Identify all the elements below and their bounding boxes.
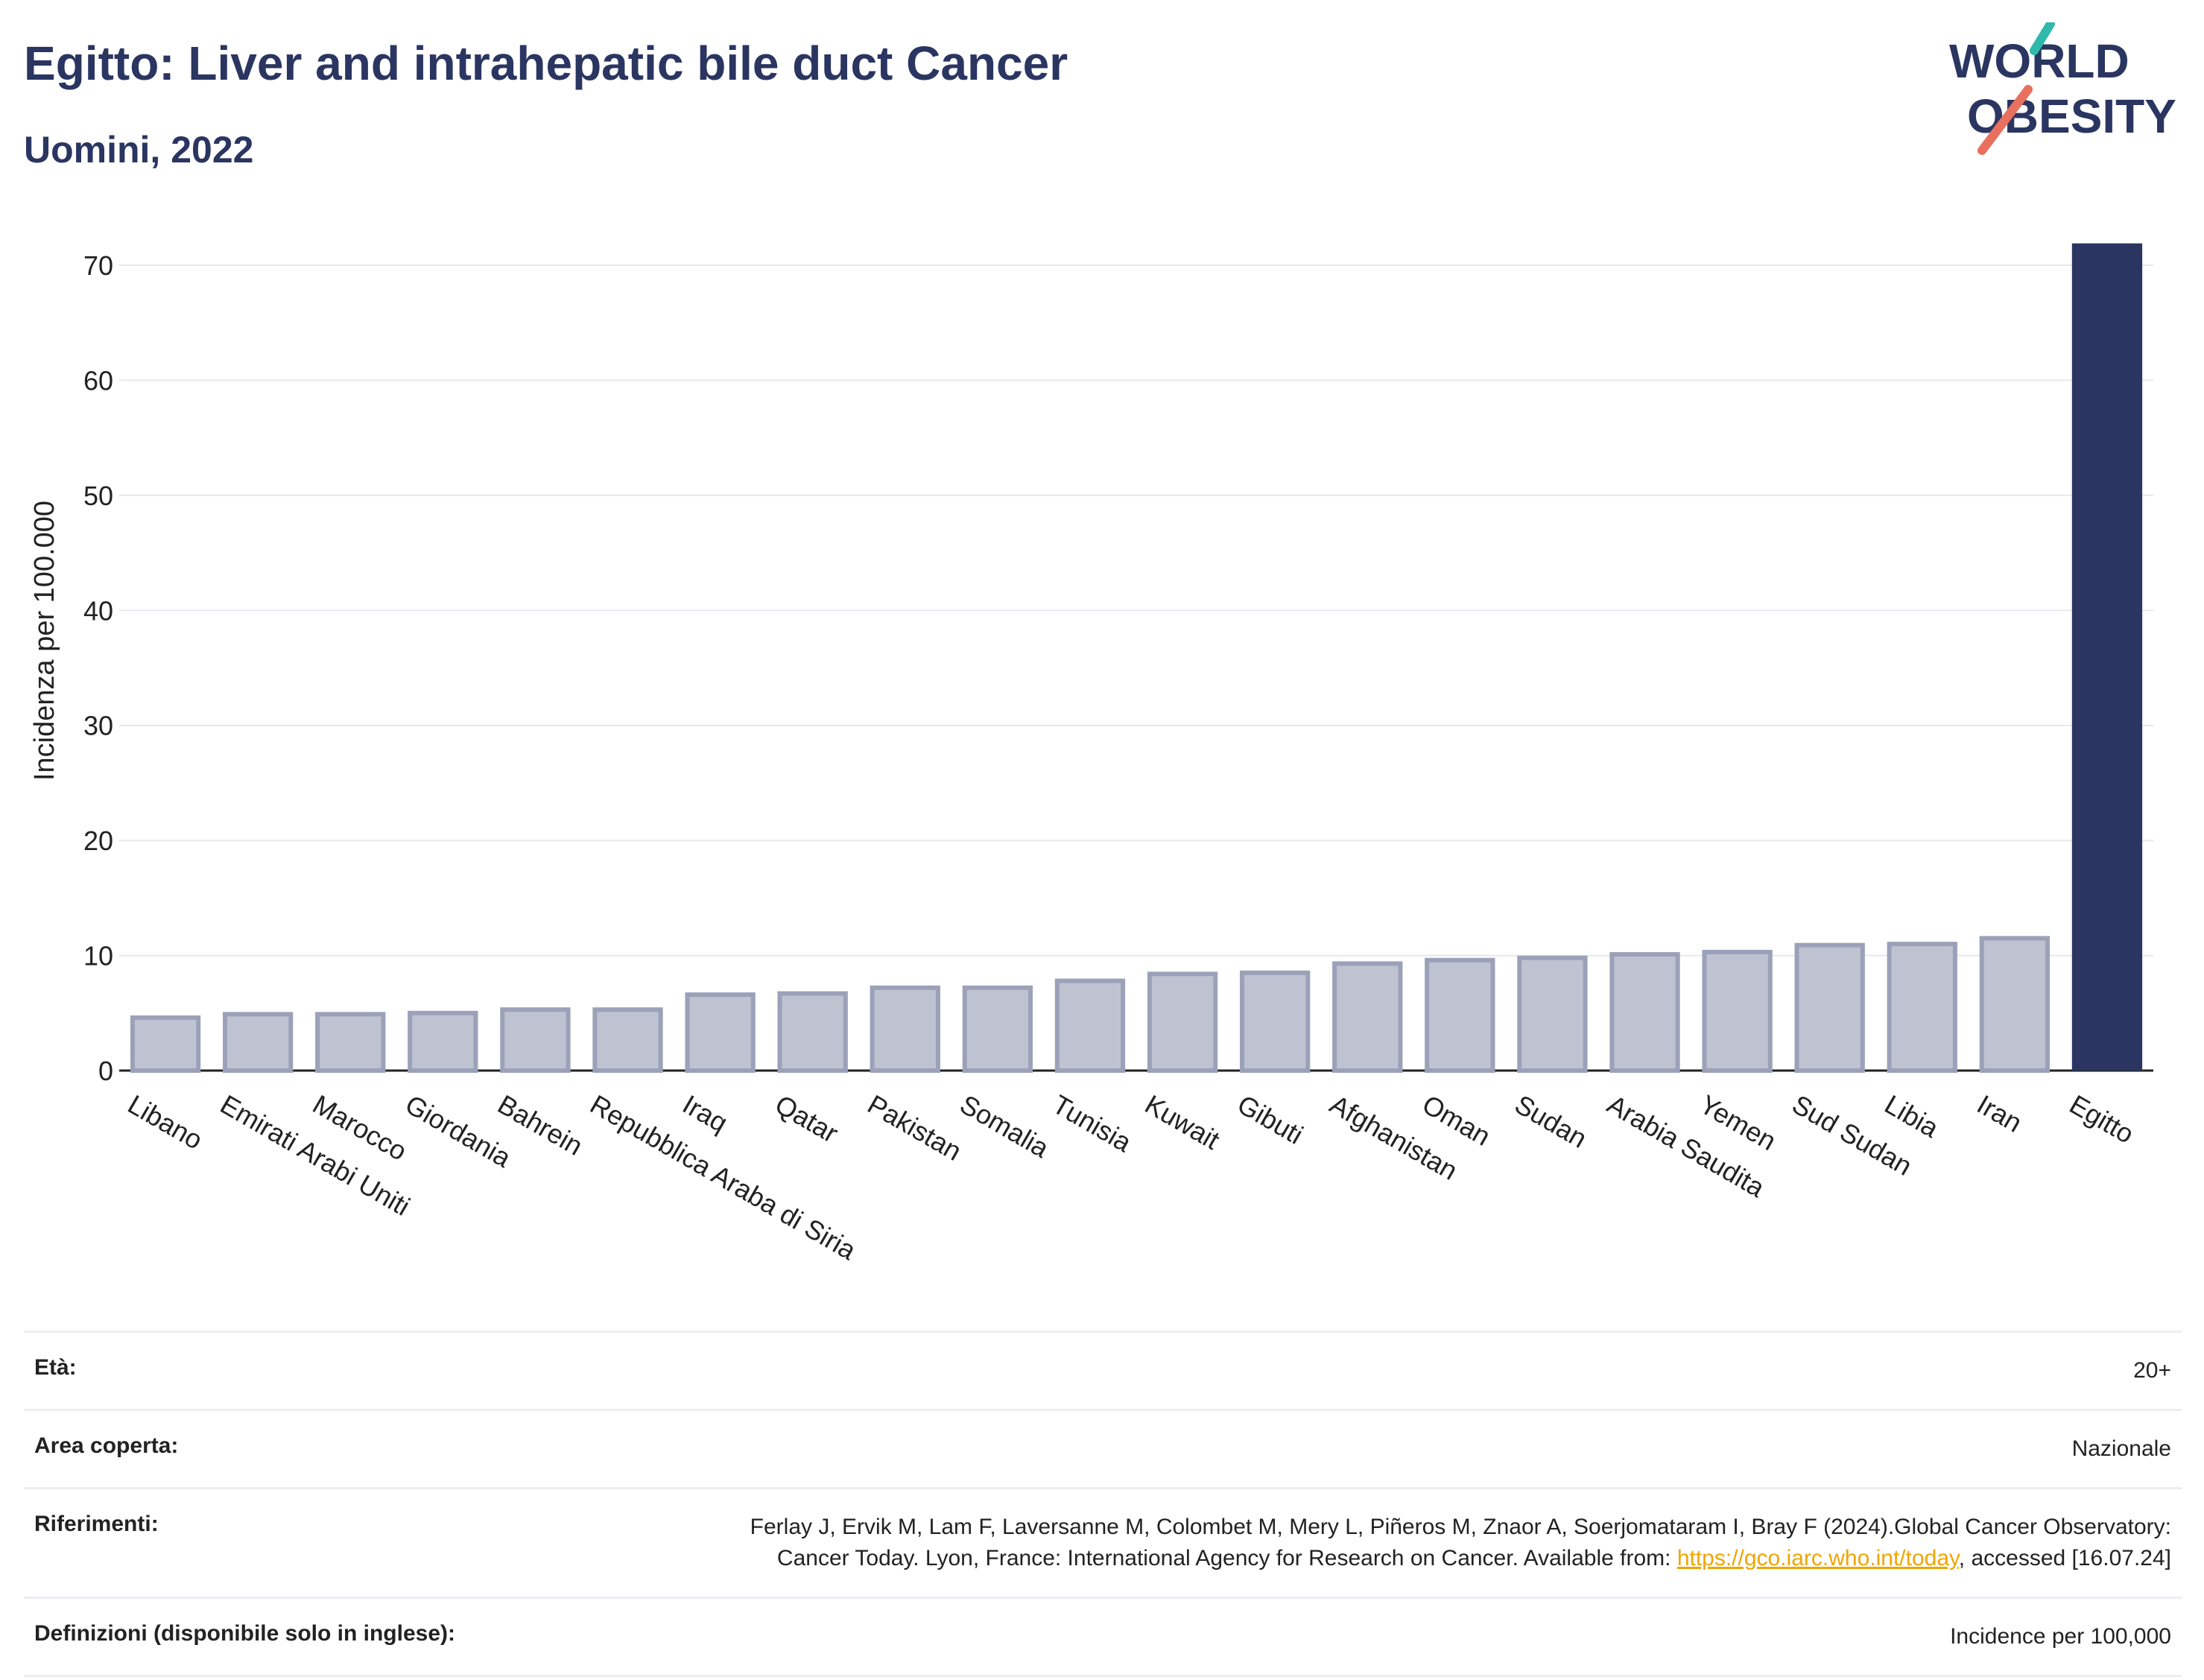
world-obesity-logo: WORLD OBESITY [1937,19,2191,156]
y-tick-label: 40 [83,595,113,626]
y-tick-label: 60 [83,365,113,396]
x-tick-label: Sudan [1510,1088,1592,1154]
x-tick-label: Giordania [400,1088,517,1173]
logo-line2: OBESITY [1967,89,2176,143]
bar-iran [1979,936,2051,1073]
bar-egitto [2071,243,2143,1071]
references-link[interactable]: https://gco.iarc.who.int/today [1676,1546,1959,1570]
info-row-definitions: Definizioni (disponibile solo in inglese… [24,1597,2182,1677]
definitions-value: Incidence per 100,000 [1950,1624,2171,1649]
bar-emirati-arabi-uniti [222,1012,294,1073]
bar-chart: Libano Emirati Arabi Uniti Marocco Giordani… [29,243,2153,1266]
y-tick-label: 10 [83,941,113,971]
y-tick-label: 0 [98,1056,113,1086]
age-value: 20+ [2133,1358,2171,1383]
chart-title: Egitto: Liver and intrahepatic bile duct… [24,37,1068,90]
info-row-references: Riferimenti: Ferlay J, Ervik M, Lam F, L… [24,1487,2182,1597]
bar-sudan [1517,955,1588,1074]
y-tick-label: 70 [83,250,113,281]
references-label: Riferimenti: [34,1512,159,1536]
x-tick-label: Tunisia [1048,1088,1138,1158]
x-tick-label: Arabia Saudita [1602,1088,1770,1203]
x-tick-label: Pakistan [863,1088,967,1167]
bar-yemen [1702,949,1773,1074]
info-row-area: Area coperta: Nazionale [24,1409,2182,1487]
y-tick-label: 20 [83,825,113,856]
bar-libano [130,1015,201,1074]
bar-bahrein [500,1007,571,1073]
bar-somalia [962,985,1033,1073]
definitions-label: Definizioni (disponibile solo in inglese… [34,1621,456,1646]
bar-repubblica-araba-di-siria [592,1007,663,1073]
bar-afghanistan [1332,961,1403,1074]
info-row-age: Età: 20+ [24,1331,2182,1409]
bar-kuwait [1147,971,1218,1074]
x-tick-label: Iran [1972,1088,2027,1138]
area-label: Area coperta: [34,1433,179,1458]
bar-iraq [685,992,756,1074]
x-tick-label: Libano [123,1088,208,1156]
chart-subtitle: Uomini, 2022 [24,129,254,171]
x-tick-label: Iraq [677,1088,732,1138]
x-tick-label: Kuwait [1140,1088,1225,1156]
y-tick-label: 30 [83,711,113,741]
x-tick-label: Libia [1880,1088,1945,1144]
bar-oman [1425,957,1495,1073]
x-tick-label: Qatar [770,1088,843,1149]
x-tick-label: Somalia [955,1088,1055,1164]
area-value: Nazionale [2071,1436,2171,1461]
y-axis-label: Incidenza per 100.000 [29,501,60,781]
y-tick-label: 50 [83,481,113,511]
bar-gibuti [1239,970,1311,1073]
x-tick-label: Gibuti [1232,1088,1308,1150]
bar-sud-sudan [1794,942,1865,1073]
bar-qatar [777,991,848,1073]
bar-arabia-saudita [1609,952,1680,1073]
bar-libia [1887,942,1957,1073]
references-value: Ferlay J, Ervik M, Lam F, Laversanne M, … [750,1515,2171,1570]
x-tick-label: Egitto [2065,1088,2139,1150]
age-label: Età: [34,1355,77,1380]
bar-giordania [408,1010,478,1074]
bar-marocco [315,1012,386,1073]
bar-pakistan [870,985,940,1073]
bar-tunisia [1054,978,1126,1073]
info-table: Età: 20+ Area coperta: Nazionale Riferim… [24,1331,2182,1677]
